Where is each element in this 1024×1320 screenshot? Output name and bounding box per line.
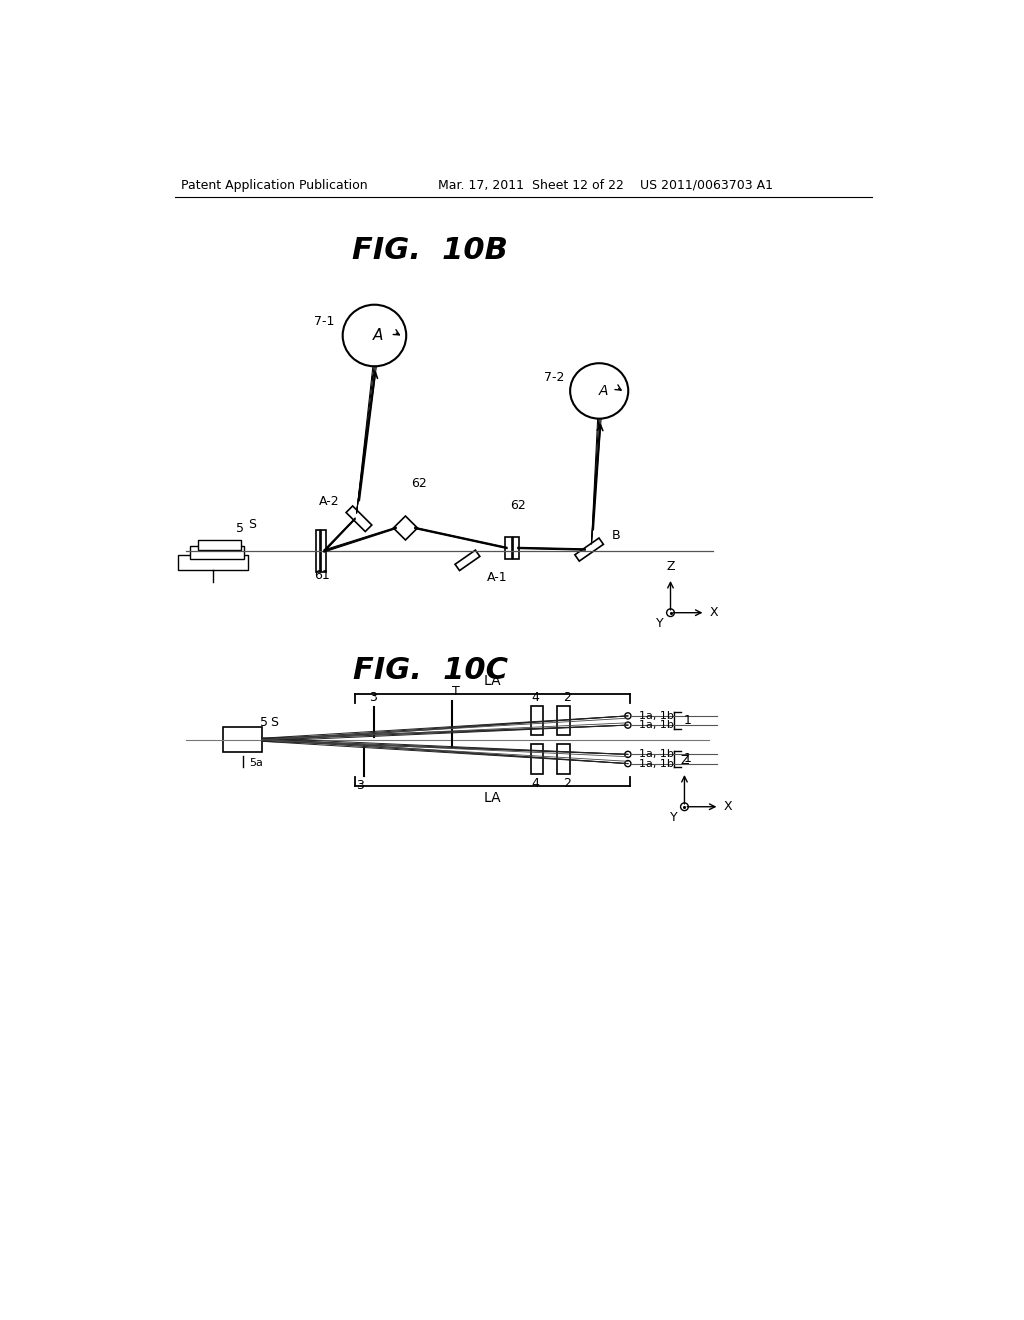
Text: 62: 62 [412, 477, 427, 490]
Polygon shape [393, 516, 418, 540]
Polygon shape [557, 744, 569, 774]
Text: US 2011/0063703 A1: US 2011/0063703 A1 [640, 178, 772, 191]
Text: 2: 2 [563, 777, 571, 791]
Text: 7-2: 7-2 [544, 371, 564, 384]
Text: 1: 1 [684, 752, 691, 766]
Text: 62: 62 [510, 499, 525, 512]
Polygon shape [557, 706, 569, 735]
Text: 2: 2 [563, 690, 571, 704]
Polygon shape [513, 537, 519, 558]
Text: S: S [248, 517, 256, 531]
Polygon shape [198, 540, 241, 550]
Polygon shape [321, 529, 326, 573]
Text: 4: 4 [531, 777, 540, 791]
Polygon shape [178, 554, 248, 570]
Text: LA: LA [483, 675, 502, 688]
Text: X: X [724, 800, 732, 813]
Text: Y: Y [670, 810, 678, 824]
Text: 5a: 5a [249, 758, 263, 768]
Text: Y: Y [655, 616, 664, 630]
Polygon shape [531, 706, 544, 735]
Text: B: B [612, 529, 621, 543]
Polygon shape [574, 539, 603, 561]
Polygon shape [223, 727, 262, 752]
Text: 1a, 1b: 1a, 1b [639, 759, 674, 768]
Text: 3: 3 [356, 779, 365, 792]
Text: A-2: A-2 [319, 495, 340, 508]
Text: S: S [269, 717, 278, 730]
Polygon shape [190, 546, 245, 558]
Text: Patent Application Publication: Patent Application Publication [180, 178, 368, 191]
Polygon shape [315, 529, 321, 573]
Text: A-1: A-1 [486, 570, 507, 583]
Text: 1: 1 [684, 714, 691, 727]
Text: FIG.  10B: FIG. 10B [352, 236, 508, 265]
Text: Mar. 17, 2011  Sheet 12 of 22: Mar. 17, 2011 Sheet 12 of 22 [438, 178, 624, 191]
Text: 1a, 1b: 1a, 1b [639, 750, 674, 759]
Text: 7-1: 7-1 [314, 315, 334, 329]
Text: 3: 3 [369, 690, 377, 704]
Text: 5: 5 [260, 717, 268, 730]
Text: A: A [373, 327, 384, 343]
Polygon shape [455, 550, 480, 570]
Polygon shape [346, 506, 372, 532]
Text: 1a, 1b: 1a, 1b [639, 721, 674, 730]
Text: Z: Z [680, 755, 689, 767]
Text: Z: Z [667, 561, 675, 573]
Text: 1a, 1b: 1a, 1b [639, 711, 674, 721]
Text: 5: 5 [237, 521, 245, 535]
Polygon shape [531, 744, 544, 774]
Text: LA: LA [483, 791, 502, 805]
Text: A: A [598, 384, 608, 397]
Text: FIG.  10C: FIG. 10C [352, 656, 508, 685]
Text: 4: 4 [531, 690, 540, 704]
Polygon shape [506, 537, 512, 558]
Text: X: X [710, 606, 719, 619]
Text: 61: 61 [314, 569, 330, 582]
Text: T: T [452, 685, 460, 698]
